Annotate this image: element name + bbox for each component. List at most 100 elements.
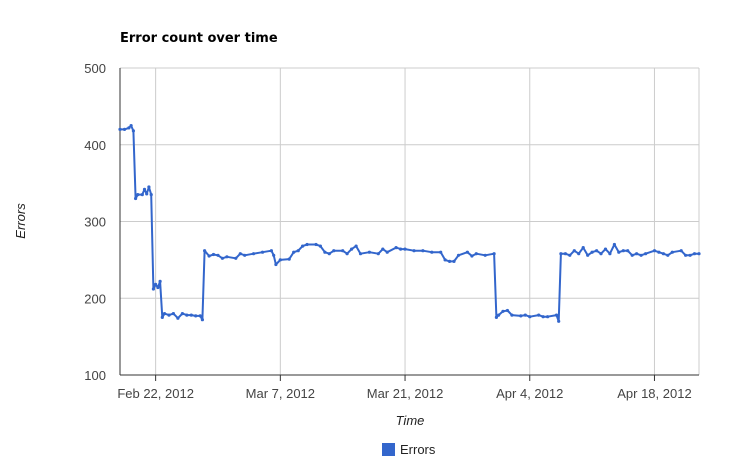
data-point[interactable] (492, 252, 496, 256)
data-point[interactable] (200, 318, 204, 322)
data-point[interactable] (519, 314, 523, 318)
data-point[interactable] (147, 185, 151, 189)
data-point[interactable] (430, 250, 434, 254)
data-point[interactable] (269, 249, 273, 253)
data-point[interactable] (260, 250, 265, 254)
data-point[interactable] (572, 249, 576, 253)
data-point[interactable] (318, 244, 322, 248)
data-point[interactable] (635, 252, 639, 256)
data-point[interactable] (272, 253, 276, 257)
data-point[interactable] (679, 249, 683, 253)
data-point[interactable] (207, 254, 211, 258)
data-point[interactable] (296, 249, 300, 253)
data-point[interactable] (134, 196, 138, 201)
data-point[interactable] (563, 252, 568, 256)
data-point[interactable] (644, 252, 648, 256)
data-point[interactable] (156, 285, 160, 290)
data-point[interactable] (470, 254, 474, 258)
data-point[interactable] (323, 250, 327, 254)
data-point[interactable] (238, 252, 242, 256)
data-point[interactable] (305, 242, 309, 247)
data-point[interactable] (557, 319, 561, 323)
data-point[interactable] (274, 262, 278, 267)
data-point[interactable] (243, 253, 247, 257)
data-point[interactable] (354, 244, 358, 248)
data-point[interactable] (332, 249, 336, 253)
data-point[interactable] (657, 250, 661, 254)
data-point[interactable] (145, 192, 149, 196)
data-point[interactable] (350, 247, 354, 251)
data-point[interactable] (505, 308, 510, 313)
data-point[interactable] (140, 193, 144, 197)
data-point[interactable] (158, 279, 162, 283)
data-point[interactable] (167, 313, 171, 317)
data-point[interactable] (554, 313, 559, 317)
data-point[interactable] (652, 249, 657, 253)
data-point[interactable] (129, 124, 133, 128)
data-point[interactable] (216, 253, 220, 257)
data-point[interactable] (537, 313, 541, 317)
data-point[interactable] (666, 253, 670, 257)
data-point[interactable] (523, 313, 527, 317)
data-point[interactable] (162, 312, 167, 316)
data-point[interactable] (292, 250, 296, 254)
data-point[interactable] (497, 313, 501, 317)
data-point[interactable] (412, 249, 416, 253)
data-point[interactable] (581, 246, 585, 250)
data-point[interactable] (546, 315, 550, 319)
data-point[interactable] (621, 249, 625, 253)
data-point[interactable] (661, 252, 666, 256)
data-point[interactable] (510, 313, 514, 317)
data-point[interactable] (474, 252, 478, 256)
data-point[interactable] (697, 252, 701, 256)
data-point[interactable] (688, 253, 692, 257)
data-point[interactable] (118, 127, 122, 131)
data-point[interactable] (160, 315, 164, 319)
data-point[interactable] (465, 250, 469, 254)
data-point[interactable] (439, 250, 443, 254)
data-point[interactable] (367, 250, 371, 254)
data-point[interactable] (176, 316, 180, 320)
data-point[interactable] (670, 250, 674, 254)
data-point[interactable] (203, 249, 207, 253)
data-point[interactable] (692, 252, 697, 256)
data-point[interactable] (541, 315, 545, 319)
data-point[interactable] (626, 249, 630, 253)
data-point[interactable] (149, 193, 153, 197)
data-point[interactable] (358, 252, 363, 256)
data-point[interactable] (394, 246, 398, 250)
data-point[interactable] (220, 256, 224, 260)
data-point[interactable] (421, 249, 425, 253)
data-point[interactable] (345, 252, 349, 256)
data-point[interactable] (151, 287, 155, 291)
data-point[interactable] (142, 187, 147, 191)
data-point[interactable] (452, 259, 456, 263)
data-point[interactable] (234, 256, 238, 260)
data-point[interactable] (608, 252, 612, 256)
data-point[interactable] (136, 193, 140, 197)
data-point[interactable] (501, 309, 505, 313)
data-point[interactable] (314, 242, 318, 247)
data-point[interactable] (376, 252, 380, 256)
data-point[interactable] (385, 250, 389, 254)
data-point[interactable] (639, 253, 643, 257)
data-point[interactable] (127, 126, 131, 130)
data-point[interactable] (154, 282, 158, 286)
data-point[interactable] (586, 253, 590, 257)
data-point[interactable] (198, 314, 202, 318)
data-point[interactable] (341, 249, 345, 253)
data-point[interactable] (301, 244, 305, 248)
data-point[interactable] (599, 252, 603, 256)
data-point[interactable] (443, 258, 447, 262)
data-point[interactable] (252, 252, 256, 256)
data-point[interactable] (180, 312, 184, 316)
data-point[interactable] (122, 127, 127, 131)
data-point[interactable] (568, 253, 572, 257)
data-point[interactable] (448, 259, 452, 263)
data-point[interactable] (403, 247, 407, 251)
data-point[interactable] (399, 247, 403, 251)
data-point[interactable] (185, 313, 189, 317)
data-point[interactable] (225, 255, 229, 259)
data-point[interactable] (559, 252, 563, 256)
data-point[interactable] (131, 129, 135, 133)
